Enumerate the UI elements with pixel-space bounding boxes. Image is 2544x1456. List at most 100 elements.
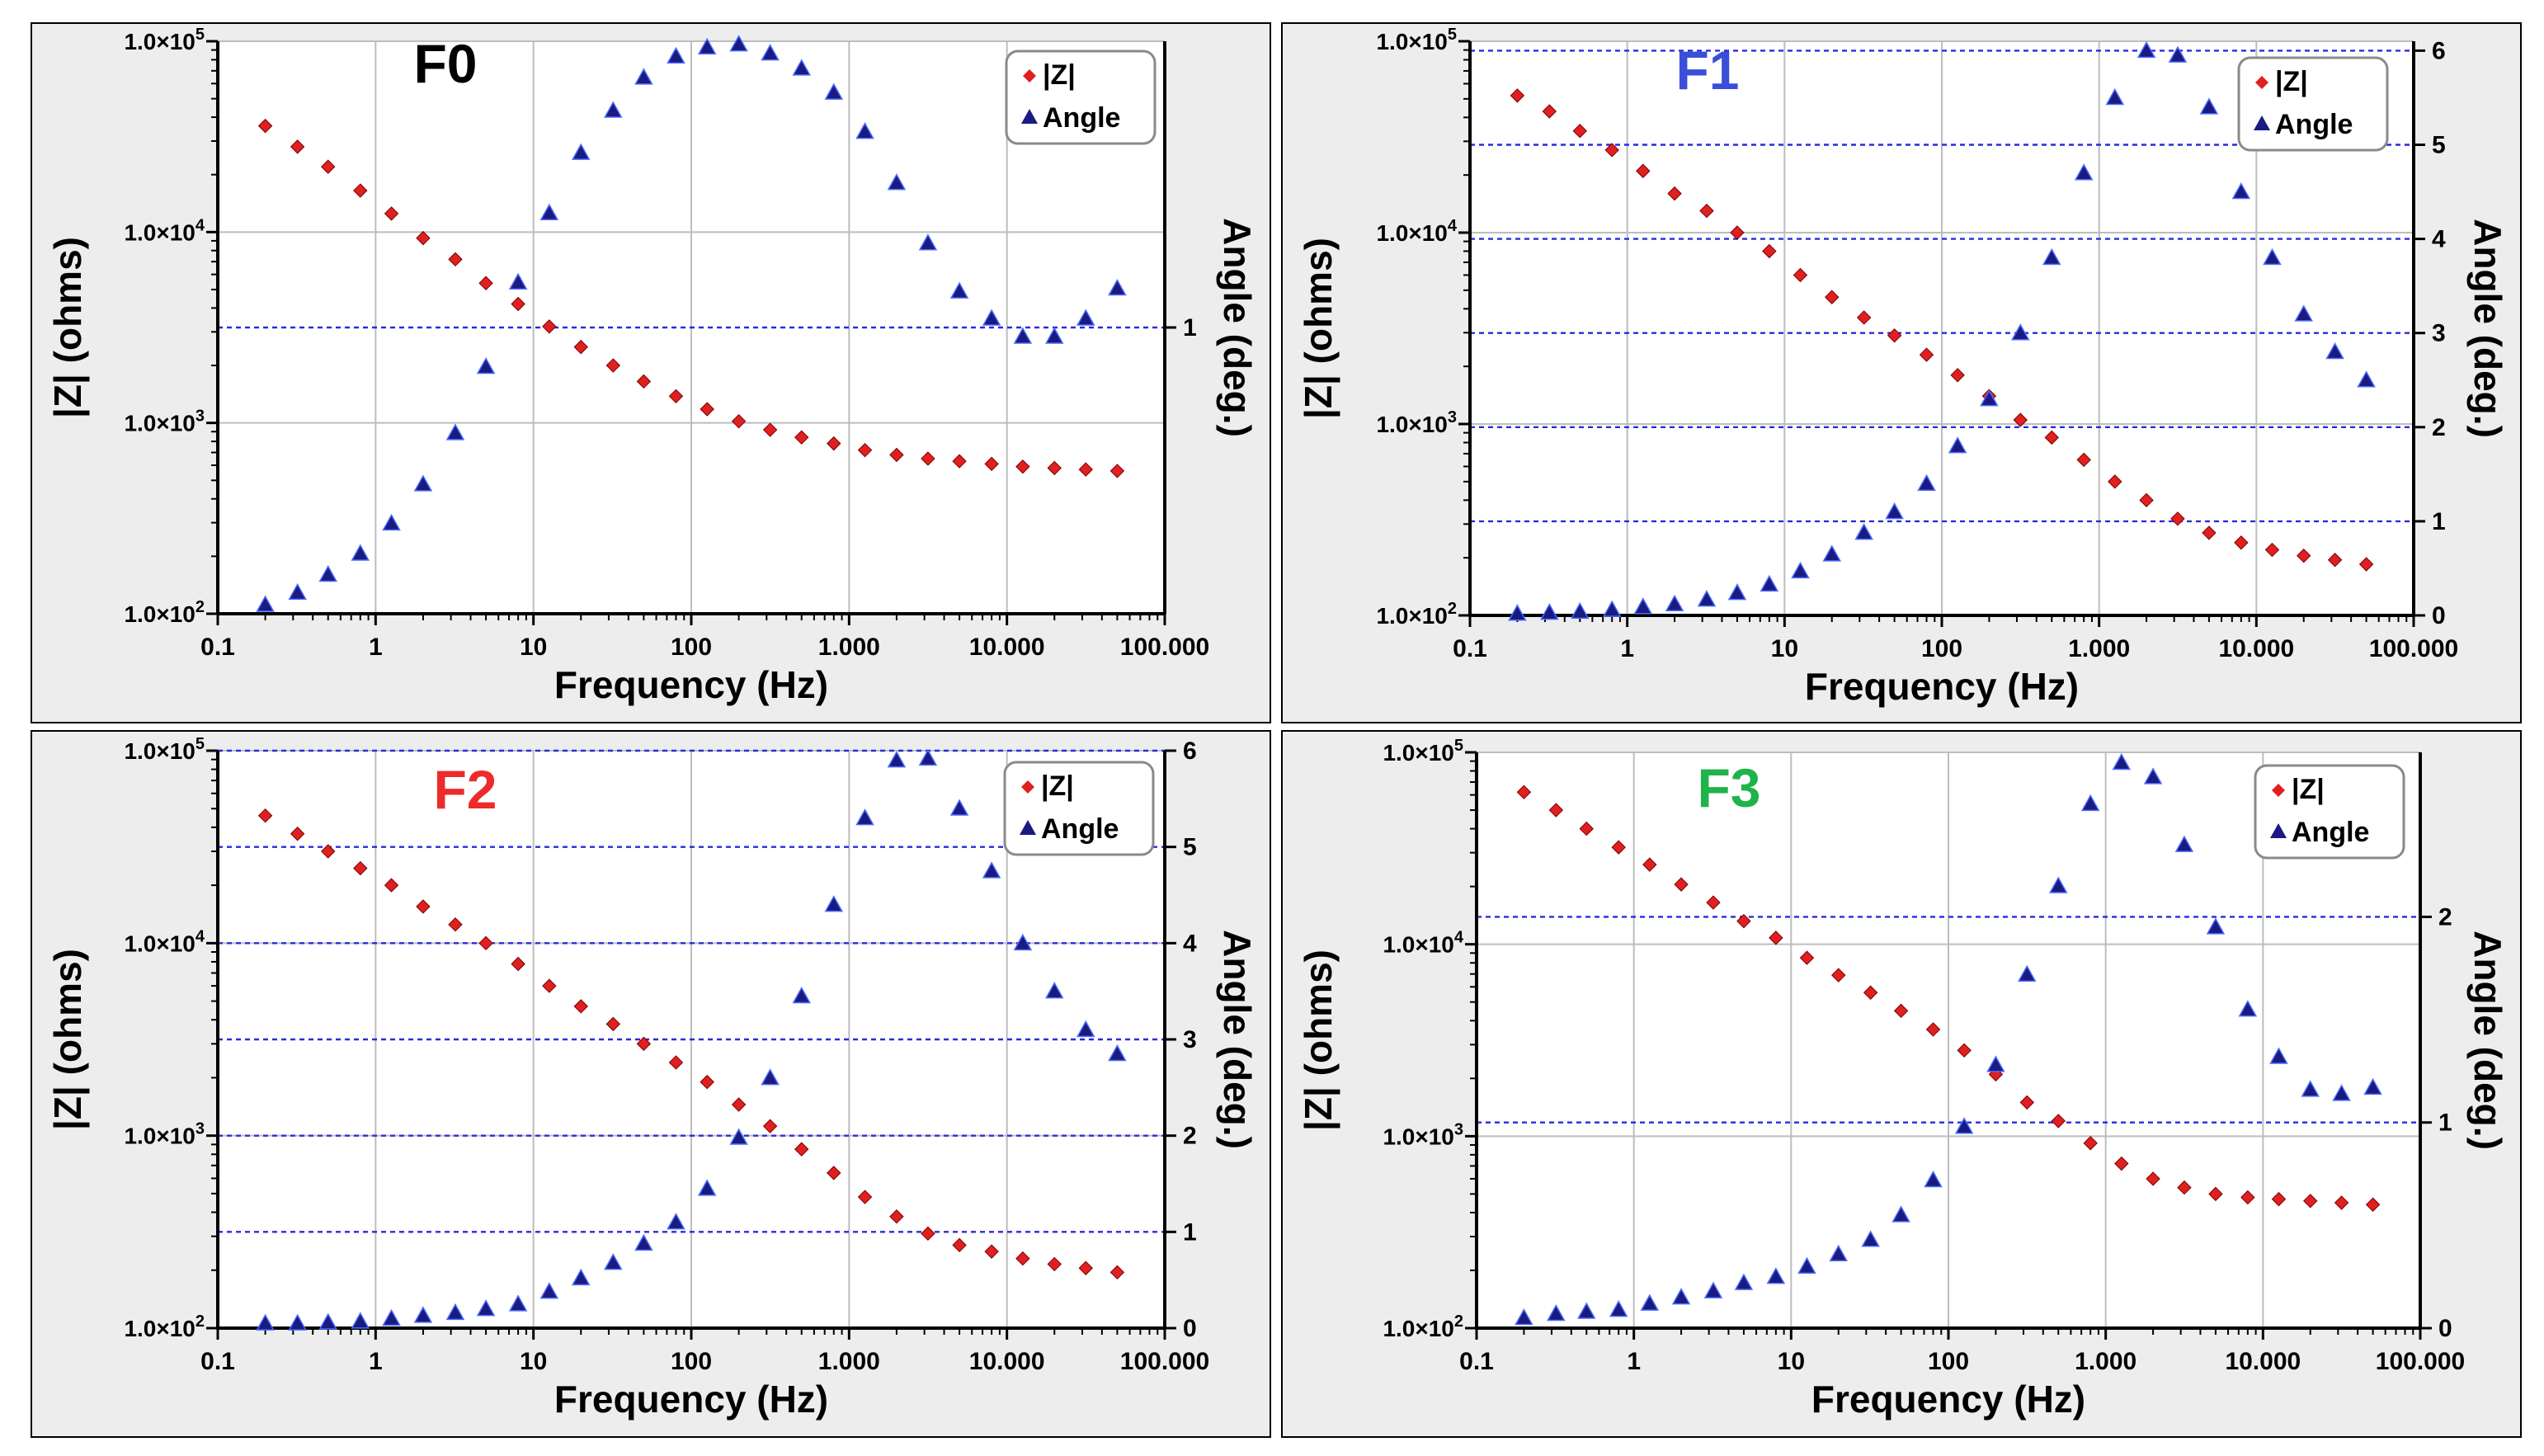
angle-point — [256, 595, 275, 612]
y-tick-label: 1.0×102 — [124, 598, 205, 627]
z-point — [700, 402, 714, 417]
panel-title: F1 — [1675, 40, 1739, 101]
z-point — [794, 430, 809, 445]
z-point — [1762, 243, 1777, 259]
angle-point — [824, 82, 844, 100]
z-point — [2076, 452, 2091, 468]
right-tick-label: 4 — [1183, 930, 1197, 957]
angle-point — [1854, 523, 1873, 540]
y-axis-title-left: |Z| (ohms) — [46, 237, 89, 418]
angle-point — [667, 46, 685, 64]
x-tick-label: 1 — [369, 634, 383, 661]
angle-point — [1829, 1244, 1849, 1262]
z-point — [1887, 328, 1902, 343]
x-tick-label: 100 — [671, 634, 712, 661]
z-point — [2303, 1194, 2318, 1209]
y-tick-label: 1.0×103 — [1376, 408, 1457, 437]
angle-point — [1766, 1267, 1786, 1284]
z-point — [478, 276, 493, 290]
z-point — [984, 456, 999, 472]
z-point — [1611, 840, 1626, 855]
z-point — [857, 442, 873, 458]
y-tick-label: 1.0×103 — [1383, 1120, 1463, 1149]
z-point — [1636, 163, 1651, 178]
right-tick-label: 1 — [1183, 314, 1197, 342]
right-tick-label: 1 — [2432, 508, 2446, 535]
x-tick-label: 100 — [671, 1348, 712, 1375]
x-axis-title: Frequency (Hz) — [554, 663, 828, 706]
z-point — [1893, 1003, 1909, 1019]
angle-point — [2048, 876, 2068, 893]
z-point — [827, 1166, 841, 1180]
legend-box — [1003, 761, 1155, 856]
angle-point — [1076, 1020, 1095, 1038]
x-axis-title: Frequency (Hz) — [1811, 1378, 2085, 1421]
y-tick-exponent: 3 — [1454, 1120, 1463, 1138]
z-point — [889, 1209, 904, 1224]
z-point — [762, 422, 778, 437]
y-tick-mantissa: 1.0×10 — [1376, 29, 1447, 54]
angle-point — [1892, 1205, 1910, 1223]
z-point — [2297, 548, 2311, 563]
legend-angle-label: Angle — [1041, 813, 1119, 845]
legend-z-label: |Z| — [2275, 66, 2308, 97]
angle-point — [1570, 601, 1590, 620]
z-point — [2044, 430, 2059, 445]
x-tick-label: 1.000 — [2068, 635, 2130, 662]
z-point — [1047, 460, 1062, 476]
z-point — [1674, 877, 1689, 892]
y-tick-mantissa: 1.0×10 — [1383, 740, 1453, 766]
y-tick-label: 1.0×102 — [124, 1312, 205, 1341]
y-tick-exponent: 2 — [196, 598, 205, 616]
z-point — [700, 1074, 714, 1090]
z-point — [257, 118, 273, 134]
angle-point — [1986, 1055, 2005, 1072]
legend-z-label: |Z| — [1043, 59, 1076, 91]
z-point — [448, 917, 463, 932]
angle-point — [1665, 594, 1684, 612]
angle-point — [1791, 561, 1810, 579]
z-point — [1825, 290, 1840, 304]
angle-point — [604, 1253, 623, 1270]
legend-z-label: |Z| — [1041, 770, 1074, 802]
y-tick-label: 1.0×103 — [124, 1120, 205, 1149]
z-point — [1950, 368, 1965, 383]
legend-box — [1005, 49, 1157, 145]
legend-angle-marker — [2270, 823, 2287, 838]
x-tick-label: 1.000 — [2075, 1348, 2136, 1375]
angle-point — [2301, 1080, 2320, 1097]
right-tick-label: 1 — [1183, 1218, 1197, 1246]
z-point — [889, 447, 904, 463]
chart-panel-f3: 0.1 1 10 100 1.000 10.000 100.0001.0×1021.0×10… — [1281, 730, 2522, 1438]
angle-point — [1954, 1117, 1974, 1134]
x-tick-label: 1 — [1620, 635, 1634, 662]
angle-point — [2168, 45, 2188, 63]
z-point — [2234, 535, 2249, 550]
angle-point — [667, 1213, 685, 1230]
x-tick-label: 10.000 — [969, 634, 1045, 661]
angle-point — [508, 1294, 528, 1312]
right-tick-label: 5 — [1183, 834, 1197, 861]
legend-angle-marker — [1021, 109, 1038, 124]
x-tick-label: 1.000 — [818, 634, 880, 661]
angle-point — [288, 582, 307, 601]
chart-panel-f2: 0.1 1 10 100 1.000 10.000 100.0001.0×1021.0×10… — [31, 730, 1271, 1438]
y-tick-exponent: 2 — [1454, 1312, 1463, 1331]
angle-point — [949, 281, 969, 299]
angle-point — [382, 513, 401, 531]
z-point — [731, 1097, 747, 1112]
z-point — [2051, 1114, 2066, 1129]
y-tick-exponent: 5 — [196, 26, 205, 44]
angle-point — [634, 68, 653, 85]
z-point — [2240, 1190, 2255, 1205]
z-point — [1706, 895, 1721, 910]
z-point — [2019, 1095, 2034, 1110]
angle-point — [1576, 1302, 1596, 1319]
angle-point — [351, 1312, 370, 1329]
z-point — [1793, 267, 1808, 283]
angle-point — [2010, 323, 2030, 341]
z-point — [1579, 821, 1594, 836]
z-point — [353, 860, 368, 876]
y-tick-exponent: 4 — [1454, 929, 1464, 947]
angle-point — [2199, 97, 2219, 115]
